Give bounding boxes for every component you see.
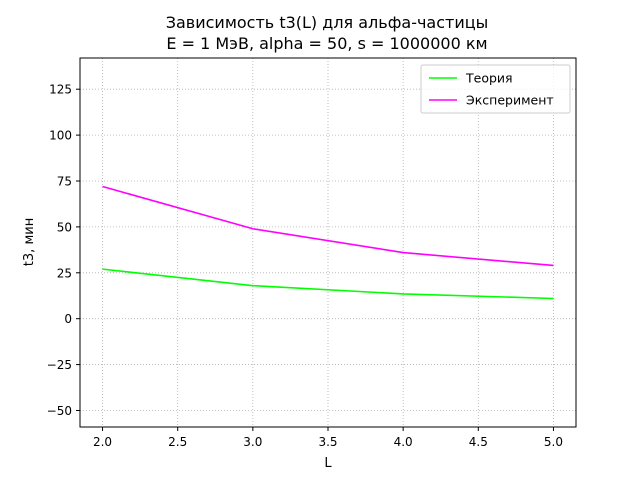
chart-subtitle: E = 1 МэВ, alpha = 50, s = 1000000 км (166, 34, 487, 53)
x-tick-label: 2.5 (168, 435, 187, 449)
x-axis-label: L (324, 456, 332, 471)
legend-label: Теория (465, 71, 513, 86)
x-tick-label: 4.5 (469, 435, 488, 449)
y-tick-label: 100 (49, 129, 72, 143)
y-axis-label: t3, мин (22, 218, 37, 266)
legend-label: Эксперимент (466, 93, 554, 108)
x-tick-label: 4.0 (394, 435, 413, 449)
x-tick-label: 3.0 (243, 435, 262, 449)
y-tick-label: 75 (57, 175, 72, 189)
y-tick-label: 50 (57, 220, 72, 234)
series-line-1 (102, 268, 554, 300)
series-line-2 (102, 185, 554, 267)
x-tick-label: 3.5 (318, 435, 337, 449)
y-tick-label: 125 (49, 83, 72, 97)
y-tick-label: −50 (47, 404, 72, 418)
y-tick-label: −25 (47, 358, 72, 372)
axis-ticks: 2.0 2.5 3.0 3.5 4.0 4.5 5.0 −50 −25 0 25 50 75 100 125 (47, 83, 563, 449)
legend-box (420, 64, 571, 114)
series-lines (102, 185, 554, 300)
y-tick-label: 25 (57, 266, 72, 280)
legend: Теория Эксперимент (420, 64, 571, 114)
x-tick-label: 2.0 (93, 435, 112, 449)
y-tick-label: 0 (64, 312, 72, 326)
x-tick-label: 5.0 (544, 435, 563, 449)
chart-title: Зависимость t3(L) для альфа-частицы (166, 13, 489, 32)
